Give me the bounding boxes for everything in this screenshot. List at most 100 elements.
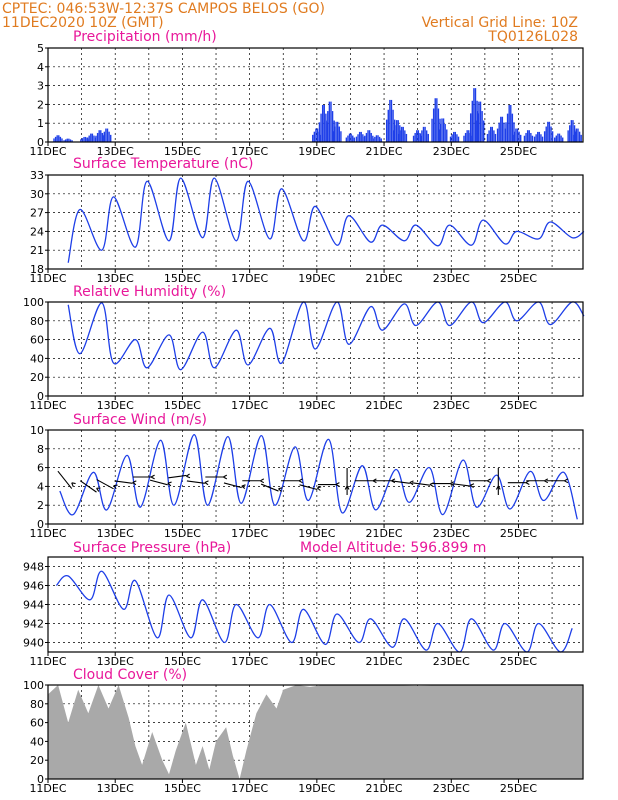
precip-bar	[385, 119, 388, 142]
y-tick-label: 946	[23, 580, 44, 593]
precip-bar	[476, 111, 479, 142]
precip-bar	[105, 128, 107, 142]
precip-bar	[387, 109, 389, 142]
precip-bar	[327, 111, 329, 142]
precip-bar	[53, 138, 55, 142]
precip-bar	[315, 128, 317, 142]
precip-bar	[494, 133, 497, 142]
x-tick-label: 15DEC	[164, 272, 201, 285]
precip-bar	[464, 132, 467, 142]
precip-bar	[348, 133, 351, 142]
precip-bar	[98, 130, 100, 142]
y-tick-label: 1	[37, 117, 44, 130]
precip-bar	[516, 128, 519, 142]
x-tick-label: 13DEC	[97, 527, 134, 540]
x-tick-label: 19DEC	[298, 145, 335, 158]
precip-bar	[569, 125, 571, 142]
precip-bar	[412, 135, 415, 142]
y-tick-label: 0	[37, 773, 44, 786]
precip-bar	[451, 134, 453, 142]
precip-bar	[501, 116, 504, 142]
x-tick-label: 23DEC	[433, 145, 470, 158]
x-tick-label: 25DEC	[500, 782, 537, 795]
wind-arrow	[168, 473, 191, 479]
precip-bar	[360, 131, 362, 142]
precip-bar	[312, 134, 314, 142]
precip-bar	[362, 134, 364, 142]
precip-bar	[510, 104, 512, 142]
precip-bar	[328, 101, 331, 142]
precip-bar	[400, 126, 403, 142]
precip-bar	[475, 120, 477, 142]
precip-bar	[441, 118, 443, 142]
wind-panel: 0 2 4 6 8 10 11DEC 13DEC 15DEC 17DEC 19DEC 21DEC 23D…	[29, 424, 584, 540]
humidity-panel: 0 20 40 60 80 100 11DEC 13DEC 15DEC 17DEC 19DEC 21D…	[23, 296, 585, 412]
x-tick-label: 11DEC	[29, 145, 66, 158]
precip-bar	[491, 126, 493, 142]
precip-bar	[474, 88, 477, 142]
precip-bar	[54, 136, 57, 142]
precip-bar	[364, 135, 366, 142]
header-grid-note: Vertical Grid Line: 10Z	[422, 15, 578, 31]
precip-bar	[449, 136, 452, 142]
precip-bar	[358, 131, 361, 142]
precip-bar	[479, 101, 482, 142]
precip-bar	[463, 135, 465, 142]
x-tick-label: 21DEC	[366, 782, 403, 795]
precip-bar	[473, 88, 475, 142]
precip-bar	[560, 135, 562, 142]
precip-bar	[395, 120, 398, 142]
x-tick-label: 15DEC	[164, 145, 201, 158]
x-tick-label: 23DEC	[433, 782, 470, 795]
precip-bar	[313, 131, 316, 142]
y-tick-label: 6	[37, 462, 44, 475]
cloud-panel: 0 20 40 60 80 100 11DEC 13DEC 15DEC 17DEC 19DEC 21D…	[23, 679, 584, 795]
wind-arrow	[391, 480, 414, 486]
temperature-frame	[47, 174, 584, 270]
precip-bar	[357, 134, 359, 142]
x-tick-label: 11DEC	[29, 527, 66, 540]
precip-bar	[84, 136, 87, 142]
precip-bar	[555, 135, 558, 142]
precip-bar	[96, 132, 99, 142]
precip-bar	[471, 100, 473, 142]
x-tick-label: 13DEC	[97, 782, 134, 795]
wind-arrow	[79, 480, 101, 493]
y-tick-label: 4	[37, 480, 44, 493]
precip-bar	[468, 130, 470, 142]
precip-bar	[457, 136, 460, 142]
precip-bar	[338, 126, 341, 142]
y-tick-label: 4	[37, 61, 44, 74]
precip-bar	[496, 128, 499, 142]
x-tick-label: 15DEC	[164, 655, 201, 668]
precip-bar	[88, 135, 90, 142]
y-tick-label: 2	[37, 98, 44, 111]
y-tick-label: 20	[30, 754, 44, 767]
wind-arrow	[317, 482, 340, 487]
precip-bar	[83, 136, 85, 142]
precip-bar	[530, 132, 532, 142]
x-tick-label: 11DEC	[29, 399, 66, 412]
precip-bar	[570, 120, 573, 142]
x-tick-label: 17DEC	[231, 145, 268, 158]
y-tick-label: 100	[23, 296, 44, 309]
x-tick-label: 21DEC	[366, 145, 403, 158]
precip-bar	[466, 130, 468, 142]
y-tick-label: 24	[30, 225, 44, 238]
precip-bar	[574, 131, 576, 142]
y-tick-label: 3	[37, 80, 44, 93]
precip-bar	[528, 130, 530, 142]
x-tick-label: 13DEC	[97, 655, 134, 668]
y-tick-label: 10	[30, 424, 44, 437]
precip-bar	[567, 130, 569, 142]
x-tick-label: 21DEC	[366, 399, 403, 412]
precip-bar	[337, 121, 339, 142]
wind-arrow	[452, 483, 475, 488]
precip-bar	[320, 113, 322, 142]
precip-bar	[515, 128, 517, 142]
x-tick-label: 25DEC	[500, 399, 537, 412]
wind-arrow	[280, 478, 303, 484]
precip-bar	[332, 131, 334, 142]
precip-bar	[513, 131, 515, 142]
y-tick-label: 100	[23, 679, 44, 692]
